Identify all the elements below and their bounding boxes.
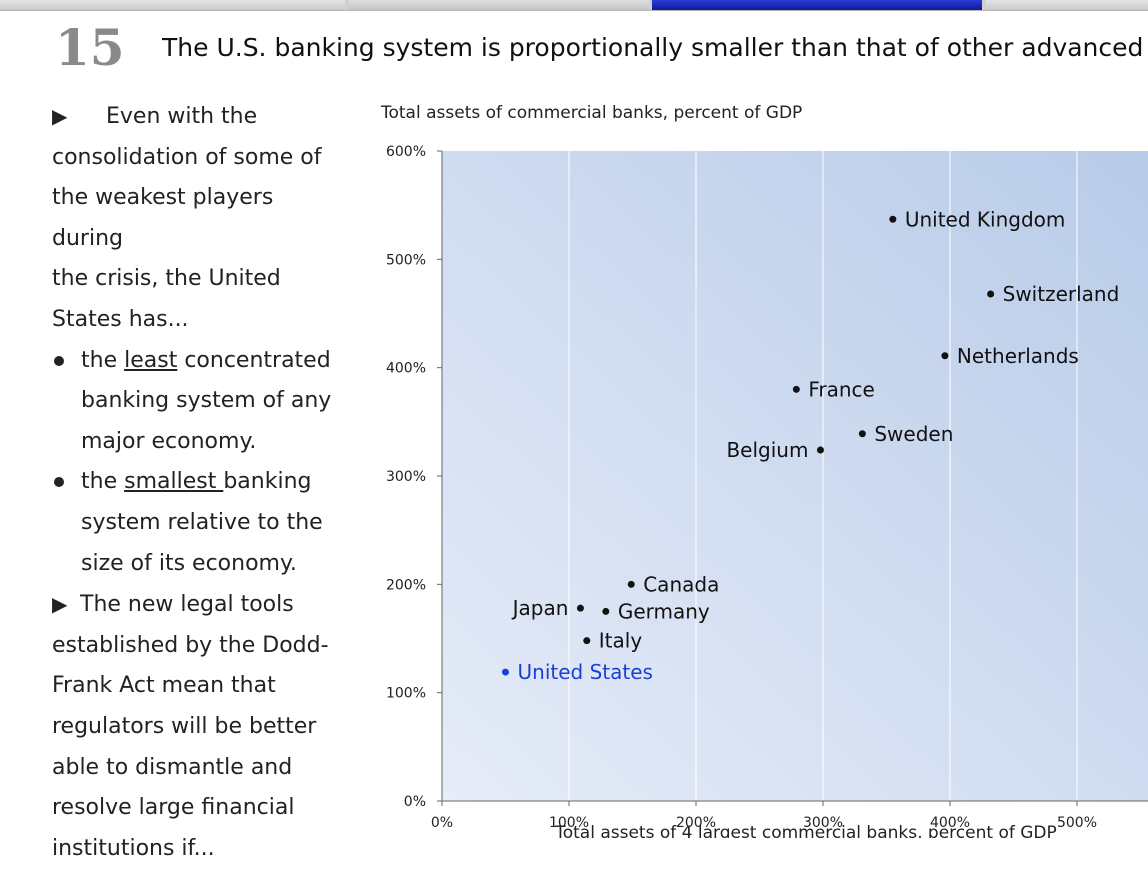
para2-line-4: regulators will be better (52, 713, 317, 739)
x-axis-title: Total assets of 4 largest commercial ban… (554, 823, 1057, 838)
data-label-canada: Canada (643, 572, 719, 596)
data-point-united-kingdom (889, 215, 897, 223)
bullet1-line3: major economy. (81, 428, 257, 454)
para2-line-5: able to dismantle and (52, 754, 293, 780)
data-label-sweden: Sweden (874, 422, 953, 446)
x-tick-label: 0% (431, 815, 453, 831)
data-label-belgium: Belgium (726, 438, 808, 462)
intro-line-1: Even with the (106, 104, 258, 129)
data-point-italy (583, 637, 591, 645)
y-axis-title: Total assets of commercial banks, percen… (380, 103, 802, 123)
arrow-bullet-icon: ▶ (52, 104, 68, 128)
bullet-dot-icon (54, 355, 64, 366)
bullet2-pre: the (81, 469, 125, 495)
x-tick-label: 300% (803, 815, 843, 831)
data-label-switzerland: Switzerland (1003, 282, 1120, 306)
bullet2-line3: size of its economy. (81, 550, 297, 576)
left-text-column: ▶ Even with the consolidation of some of … (52, 96, 342, 869)
x-tick-label: 500% (1057, 815, 1097, 831)
y-tick-label: 400% (386, 361, 426, 377)
data-label-united-kingdom: United Kingdom (905, 207, 1066, 231)
bullet2-underlined: smallest (124, 469, 224, 495)
data-label-italy: Italy (599, 629, 643, 653)
bullet1-underlined: least (124, 347, 178, 373)
data-point-germany (602, 607, 610, 615)
grid-lines (568, 151, 1078, 801)
y-tick-label: 100% (386, 686, 426, 702)
data-label-netherlands: Netherlands (957, 344, 1079, 368)
plot-area (442, 151, 1148, 801)
data-label-united-states: United States (518, 660, 653, 684)
data-label-germany: Germany (618, 599, 710, 623)
intro-line-3: the weakest players during (52, 185, 274, 251)
data-label-japan: Japan (511, 596, 569, 620)
para2-line-7: institutions if... (52, 835, 215, 861)
intro-line-5: States has... (52, 306, 189, 332)
data-point-belgium (816, 446, 824, 454)
bullet2-rest: banking (223, 469, 312, 495)
para2-line-2: established by the Dodd- (52, 632, 329, 658)
para2-line-3: Frank Act mean that (52, 673, 276, 699)
nav-tab-1[interactable] (0, 0, 345, 10)
data-point-netherlands (941, 352, 949, 360)
bullet-dot-icon (54, 477, 64, 488)
scatter-chart: 0% 100% 200% 300% 400% 500% 600% 0% 100% 200% 300… (380, 103, 1148, 838)
para2-line-6: resolve large financial (52, 795, 295, 821)
y-axis-ticks: 0% 100% 200% 300% 400% 500% 600% (386, 144, 442, 810)
data-point-united-states (502, 668, 509, 676)
y-tick-label: 300% (386, 469, 426, 485)
bullet1-line2: banking system of any (81, 388, 332, 414)
data-point-canada (627, 580, 635, 588)
y-tick-label: 500% (386, 252, 426, 268)
para2-line-1: The new legal tools (80, 592, 294, 618)
y-tick-label: 600% (386, 144, 426, 160)
arrow-bullet-icon: ▶ (52, 592, 68, 617)
data-point-france (792, 385, 800, 393)
intro-paragraph: ▶ Even with the consolidation of some of … (52, 96, 342, 341)
x-axis-ticks: 0% 100% 200% 300% 400% 500% (431, 801, 1097, 831)
x-tick-label: 400% (930, 815, 970, 831)
bullet2-line2: system relative to the (81, 509, 323, 535)
y-tick-label: 200% (386, 577, 426, 593)
data-point-switzerland (987, 290, 995, 298)
data-points: United Kingdom Switzerland Netherlands Fran… (502, 207, 1119, 684)
data-point-japan (576, 604, 584, 612)
x-tick-label: 100% (549, 815, 589, 831)
nav-tab-active[interactable] (652, 0, 982, 10)
x-tick-label: 200% (676, 815, 716, 831)
bullet1-pre: the (81, 347, 125, 373)
nav-tab-2[interactable] (349, 0, 649, 10)
intro-line-4: the crisis, the United (52, 266, 281, 292)
intro-line-2: consolidation of some of (52, 144, 322, 170)
slide-title: The U.S. banking system is proportionall… (162, 33, 1148, 62)
data-label-france: France (808, 377, 875, 401)
nav-tab-4[interactable] (986, 0, 1148, 10)
slide-number: 15 (55, 18, 125, 77)
top-navigation-strip (0, 0, 1148, 11)
bullet-least-concentrated: the least concentrated banking system of… (52, 341, 342, 463)
bullet-smallest-system: the smallest banking system relative to … (52, 462, 342, 584)
dodd-frank-paragraph: ▶ The new legal tools established by the … (52, 584, 342, 869)
bullet1-rest: concentrated (177, 347, 331, 373)
y-tick-label: 0% (404, 794, 426, 810)
data-point-sweden (858, 430, 866, 438)
